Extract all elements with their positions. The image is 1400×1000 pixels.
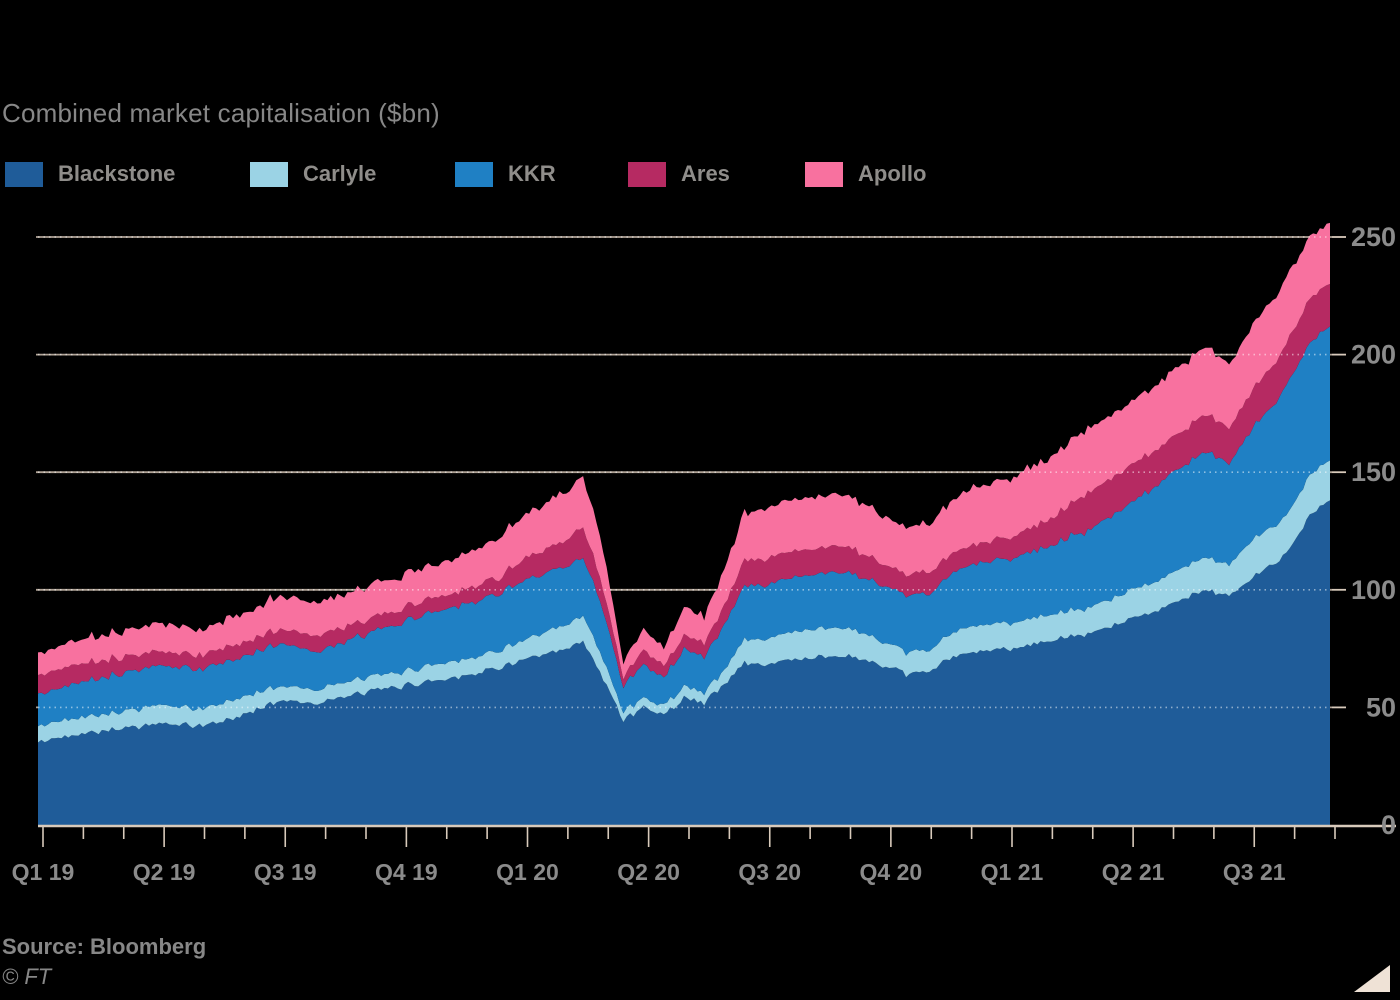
legend-item-blackstone: Blackstone: [5, 160, 175, 188]
y-axis-label: 50: [1366, 692, 1396, 722]
corner-resize-mark-icon: [1354, 965, 1390, 992]
legend-swatch-kkr: [455, 161, 493, 187]
x-axis-label: Q4 20: [860, 859, 923, 885]
y-axis-label: 200: [1351, 340, 1396, 370]
legend-label: KKR: [508, 161, 556, 186]
area-kkr: [38, 326, 1330, 727]
area-blackstone: [38, 500, 1330, 825]
ft-copyright: © FT: [2, 964, 52, 989]
area-ares: [38, 284, 1330, 695]
source-caption: Source: Bloomberg: [2, 934, 207, 959]
x-axis-label: Q3 19: [254, 859, 317, 885]
legend-label: Carlyle: [303, 161, 377, 186]
area-carlyle: [38, 460, 1330, 743]
y-axis-label: 100: [1351, 575, 1396, 605]
legend-label: Ares: [681, 161, 730, 186]
x-axis-label: Q2 19: [133, 859, 196, 885]
x-axis-label: Q3 21: [1223, 859, 1286, 885]
x-axis-label: Q2 20: [617, 859, 680, 885]
x-axis-label: Q1 21: [981, 859, 1044, 885]
chart-legend: Blackstone Carlyle KKR Ares Apollo: [0, 160, 1400, 190]
y-axis-label: 250: [1351, 222, 1396, 252]
legend-label: Blackstone: [58, 161, 176, 186]
legend-item-apollo: Apollo: [805, 160, 926, 188]
legend-item-carlyle: Carlyle: [250, 160, 376, 188]
legend-swatch-blackstone: [5, 161, 43, 187]
y-axis-label: 150: [1351, 457, 1396, 487]
x-axis-label: Q3 20: [738, 859, 801, 885]
chart-title: Combined market capitalisation ($bn): [2, 98, 440, 128]
x-axis-label: Q4 19: [375, 859, 438, 885]
legend-item-kkr: KKR: [455, 160, 556, 188]
x-axis-label: Q2 21: [1102, 859, 1165, 885]
legend-swatch-ares: [628, 161, 666, 187]
legend-swatch-carlyle: [250, 161, 288, 187]
area-apollo: [38, 222, 1330, 680]
x-axis-label: Q1 20: [496, 859, 559, 885]
legend-swatch-apollo: [805, 161, 843, 187]
legend-label: Apollo: [858, 161, 927, 186]
y-axis-label: 0: [1381, 810, 1396, 840]
legend-item-ares: Ares: [628, 160, 730, 188]
x-axis-label: Q1 19: [12, 859, 75, 885]
